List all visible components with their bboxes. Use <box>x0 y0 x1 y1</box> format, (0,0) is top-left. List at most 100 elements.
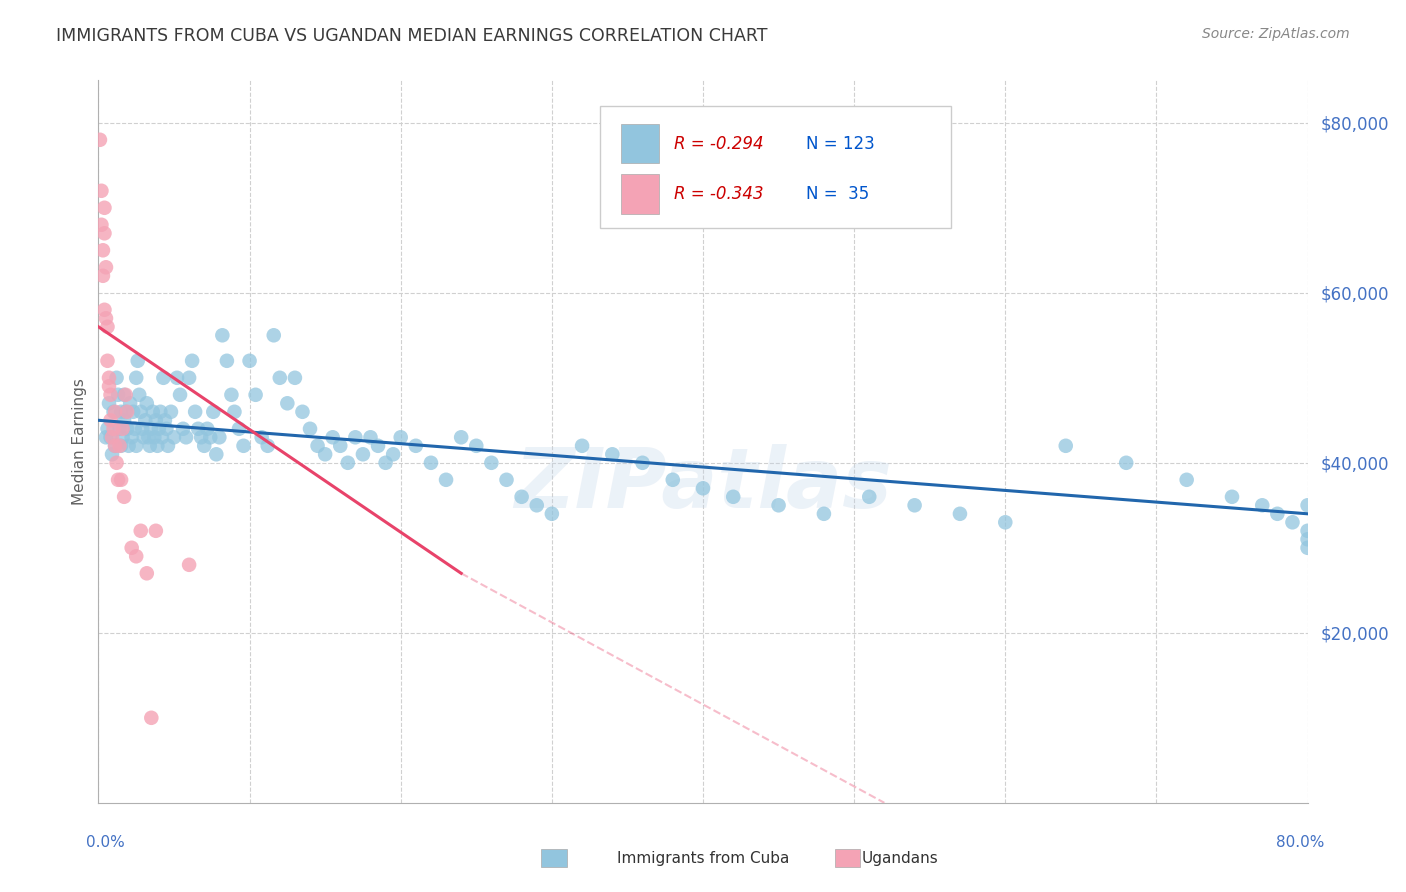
Point <box>111 430 134 444</box>
Point <box>98 371 121 385</box>
Point <box>187 422 209 436</box>
Point <box>181 353 204 368</box>
Point <box>166 371 188 385</box>
Point <box>450 430 472 444</box>
Point <box>205 447 228 461</box>
Point <box>120 396 142 410</box>
Point <box>250 430 273 444</box>
Point <box>110 473 132 487</box>
Text: IMMIGRANTS FROM CUBA VS UGANDAN MEDIAN EARNINGS CORRELATION CHART: IMMIGRANTS FROM CUBA VS UGANDAN MEDIAN E… <box>56 27 768 45</box>
Text: Source: ZipAtlas.com: Source: ZipAtlas.com <box>1202 27 1350 41</box>
Point <box>1267 507 1289 521</box>
Point <box>367 439 389 453</box>
Text: N =  35: N = 35 <box>806 186 869 203</box>
Point <box>135 566 157 581</box>
Text: ZIPatlas: ZIPatlas <box>515 444 891 525</box>
Point <box>101 447 124 461</box>
Point <box>155 422 177 436</box>
Point <box>127 353 149 368</box>
Point <box>179 371 201 385</box>
Point <box>156 439 179 453</box>
Point <box>141 422 163 436</box>
Point <box>193 439 215 453</box>
Point <box>224 405 246 419</box>
Point <box>307 439 329 453</box>
Point <box>105 456 128 470</box>
Point <box>172 422 194 436</box>
Point <box>239 353 262 368</box>
Point <box>94 260 117 275</box>
Point <box>1054 439 1077 453</box>
Point <box>91 244 114 258</box>
Point <box>1220 490 1243 504</box>
Point <box>352 447 374 461</box>
Point <box>93 201 115 215</box>
Point <box>134 413 156 427</box>
Bar <box>621 124 659 163</box>
Text: R = -0.343: R = -0.343 <box>673 186 763 203</box>
Point <box>131 422 153 436</box>
Point <box>100 413 122 427</box>
Point <box>121 430 143 444</box>
Point <box>465 439 488 453</box>
Point <box>1175 473 1198 487</box>
Point <box>382 447 405 461</box>
Point <box>949 507 972 521</box>
Point <box>495 473 517 487</box>
Point <box>107 388 129 402</box>
Point <box>1296 524 1319 538</box>
Point <box>263 328 285 343</box>
Text: R = -0.294: R = -0.294 <box>673 135 763 153</box>
Point <box>374 456 396 470</box>
Point <box>108 422 131 436</box>
Point <box>215 353 238 368</box>
Point <box>96 422 118 436</box>
Point <box>245 388 267 402</box>
Point <box>1296 498 1319 512</box>
Point <box>103 422 125 436</box>
Point <box>211 328 233 343</box>
Point <box>190 430 212 444</box>
Point <box>141 711 163 725</box>
Point <box>571 439 593 453</box>
Point <box>90 184 112 198</box>
Point <box>1251 498 1274 512</box>
Point <box>104 405 127 419</box>
Point <box>100 388 122 402</box>
Point <box>107 473 129 487</box>
Point <box>360 430 382 444</box>
Point <box>118 439 141 453</box>
Point <box>145 413 167 427</box>
Point <box>1281 516 1303 530</box>
Point <box>112 413 135 427</box>
Point <box>1115 456 1137 470</box>
Point <box>114 405 136 419</box>
Point <box>129 405 152 419</box>
Text: Immigrants from Cuba: Immigrants from Cuba <box>617 851 789 865</box>
Point <box>195 422 218 436</box>
Point <box>208 430 231 444</box>
Point <box>149 405 172 419</box>
Point <box>631 456 654 470</box>
Point <box>904 498 927 512</box>
Point <box>269 371 291 385</box>
Point <box>602 447 624 461</box>
Point <box>145 524 167 538</box>
Point <box>148 422 170 436</box>
Point <box>153 413 176 427</box>
Point <box>122 405 145 419</box>
Point <box>540 507 562 521</box>
Point <box>94 430 117 444</box>
Point <box>200 430 222 444</box>
Point <box>329 439 352 453</box>
Point <box>526 498 548 512</box>
Point <box>256 439 278 453</box>
Point <box>91 268 114 283</box>
Point <box>90 218 112 232</box>
Point <box>768 498 790 512</box>
Point <box>405 439 427 453</box>
Point <box>114 388 136 402</box>
Point <box>314 447 336 461</box>
Point <box>291 405 314 419</box>
Point <box>858 490 880 504</box>
